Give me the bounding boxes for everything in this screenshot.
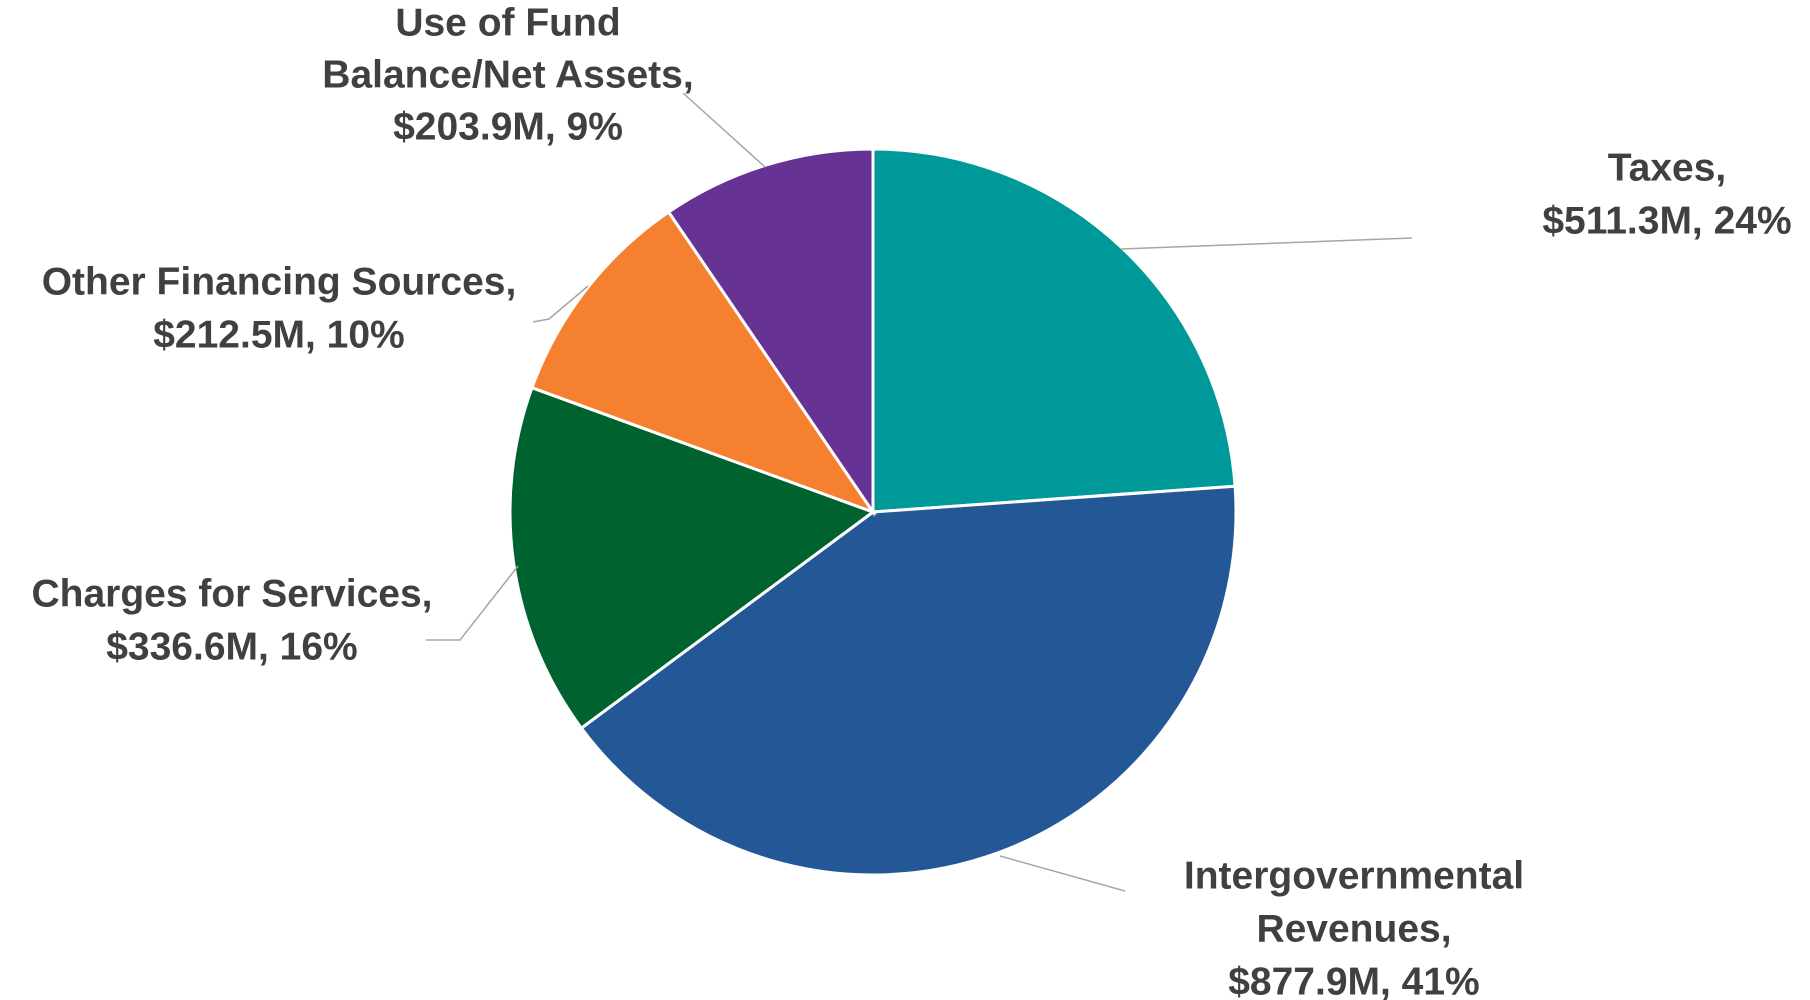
leader-line-use-of-fund-balance [682, 92, 766, 168]
pie-slices [508, 147, 1238, 877]
data-label-line: $511.3M, 24% [1542, 199, 1791, 242]
data-labels: Taxes, $511.3M, 24% Intergovernmental Reven… [31, 1, 1791, 1000]
data-label-line: Charges for Services, [31, 572, 432, 615]
data-label-line: Taxes, [1608, 146, 1727, 189]
data-label-charges-for-services: Charges for Services, $336.6M, 16% [31, 572, 432, 668]
data-label-line: Revenues, [1256, 907, 1451, 950]
data-label-line: $203.9M, 9% [393, 105, 623, 148]
data-label-intergovernmental-revenues: Intergovernmental Revenues, $877.9M, 41% [1184, 854, 1524, 1000]
data-label-line: Intergovernmental [1184, 854, 1524, 897]
data-label-other-financing-sources: Other Financing Sources, $212.5M, 10% [42, 260, 517, 356]
leader-line-taxes [1120, 237, 1413, 250]
data-label-line: $212.5M, 10% [153, 313, 405, 356]
pie-slice-charges-for-services [508, 385, 877, 731]
leader-line-other-financing-sources [532, 285, 589, 323]
data-label-line: $877.9M, 41% [1228, 960, 1480, 1000]
leader-line-charges-for-services [426, 565, 519, 641]
data-label-line: Other Financing Sources, [42, 260, 517, 303]
data-label-line: Balance/Net Assets, [322, 53, 693, 96]
pie-slice-intergovernmental-revenues [579, 484, 1238, 877]
data-label-line: Use of Fund [395, 1, 620, 44]
pie-slice-use-of-fund-balance [666, 147, 875, 517]
leader-lines [426, 92, 1413, 892]
pie-slice-other-financing-sources [530, 209, 877, 516]
data-label-taxes: Taxes, $511.3M, 24% [1542, 146, 1791, 242]
leader-line-intergovernmental-revenues [999, 855, 1126, 892]
data-label-line: $336.6M, 16% [106, 625, 358, 668]
data-label-use-of-fund-balance: Use of Fund Balance/Net Assets, $203.9M, 9… [322, 1, 693, 148]
pie-slice-taxes [871, 147, 1237, 514]
